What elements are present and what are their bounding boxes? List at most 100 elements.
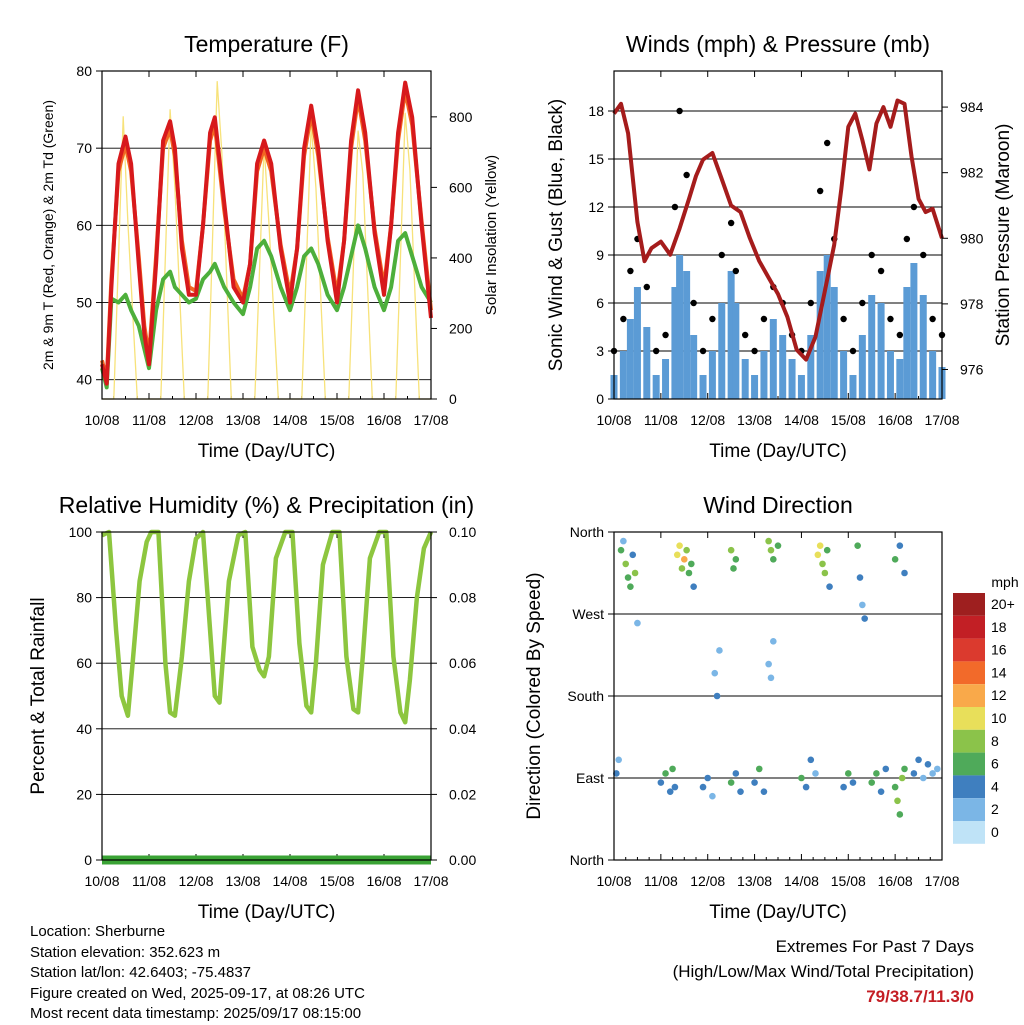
direction-point	[802, 783, 810, 791]
x-tick-label: 12/08	[178, 873, 213, 889]
colorbar-label: 20+	[991, 596, 1015, 612]
direction-point	[877, 788, 885, 795]
y-tick-label: 40	[76, 721, 92, 737]
direction-point	[666, 788, 674, 795]
y-tick-label: 50	[76, 295, 92, 311]
direction-point	[814, 551, 822, 559]
x-tick-label: 15/08	[831, 873, 866, 889]
gust-point	[849, 347, 857, 355]
direction-point	[671, 783, 679, 791]
direction-point	[690, 583, 697, 590]
direction-xticks: 10/08 11/08 12/08 13/08 14/08 15/08 16/08 17/08	[596, 532, 960, 889]
winds-title: Winds (mph) & Pressure (mb)	[626, 31, 930, 57]
direction-point	[915, 756, 922, 764]
y-tick-label: 100	[69, 524, 93, 540]
direction-point	[798, 774, 805, 782]
relative-humidity-line	[101, 529, 434, 725]
y-tick-label: 60	[76, 217, 92, 233]
direction-point	[624, 574, 632, 581]
y-tick-label: South	[567, 688, 604, 704]
y-tick-label: 6	[596, 295, 604, 311]
x-tick-label: 16/08	[366, 412, 401, 428]
latlon-text: Station lat/lon: 42.6403; -75.4837	[30, 964, 252, 981]
y-tick-label: 0	[596, 391, 604, 407]
direction-point	[891, 556, 899, 563]
x-tick-label: 14/08	[272, 873, 307, 889]
direction-point	[896, 811, 904, 818]
direction-point	[732, 770, 740, 777]
direction-point	[683, 546, 690, 554]
extremes-panel: Extremes For Past 7 Days (High/Low/Max W…	[673, 934, 974, 1009]
winds-y2label: Station Pressure (Maroon)	[993, 124, 1014, 347]
colorbar-swatch	[953, 684, 985, 707]
winds-frame	[613, 70, 943, 400]
direction-point	[617, 546, 625, 554]
gust-point	[742, 331, 749, 339]
humidity-ylabel: Percent & Total Rainfall	[28, 597, 49, 794]
y-tick-label: 40	[76, 372, 92, 388]
y2-tick-label: 0	[449, 391, 457, 407]
x-tick-label: 15/08	[319, 873, 354, 889]
x-tick-label: 14/08	[784, 412, 819, 428]
colorbar-label: 18	[991, 619, 1007, 635]
y-tick-label: 70	[76, 140, 92, 156]
direction-point	[678, 565, 686, 572]
station-info: Location: Sherburne Station elevation: 3…	[30, 922, 365, 1025]
direction-point	[709, 792, 716, 800]
winds-panel: Winds (mph) & Pressure (mb) Time (Day/UTC…	[546, 31, 1014, 462]
direction-point	[685, 569, 693, 577]
winds-series	[610, 98, 946, 399]
colorbar-label: 16	[991, 642, 1007, 658]
direction-point	[910, 770, 918, 777]
gust-point	[690, 299, 697, 307]
x-tick-label: 13/08	[225, 873, 260, 889]
temperature-xticks: 10/08 11/08 12/08 13/08 14/08 15/08 16/08 17/08	[84, 71, 449, 428]
y-tick-label: 80	[76, 63, 92, 79]
direction-point	[821, 569, 829, 577]
gust-point	[903, 235, 911, 243]
x-tick-label: 15/08	[319, 412, 354, 428]
direction-point	[755, 765, 763, 773]
humidity-title: Relative Humidity (%) & Precipitation (i…	[59, 492, 474, 518]
direction-points	[613, 537, 941, 818]
colorbar-swatch	[953, 707, 985, 730]
temperature-xlabel: Time (Day/UTC)	[198, 441, 336, 462]
direction-point	[751, 779, 758, 786]
y-tick-label: 15	[588, 151, 604, 167]
direction-point	[716, 647, 723, 654]
gust-point	[760, 315, 768, 323]
extremes-subtitle: (High/Low/Max Wind/Total Precipitation)	[672, 962, 974, 981]
x-tick-label: 14/08	[272, 412, 307, 428]
direction-point	[727, 546, 735, 554]
x-tick-label: 16/08	[878, 873, 913, 889]
gust-point	[751, 347, 758, 355]
colorbar-label: 0	[991, 824, 999, 840]
direction-point	[613, 770, 620, 777]
gust-point	[807, 299, 814, 307]
direction-point	[680, 556, 688, 563]
y2-tick-label: 976	[960, 361, 984, 377]
direction-xlabel: Time (Day/UTC)	[709, 902, 847, 923]
x-tick-label: 11/08	[644, 412, 678, 428]
direction-point	[934, 765, 941, 773]
x-tick-label: 14/08	[784, 873, 819, 889]
speed-colorbar: mph 20+ 18 16 14 12 10 8 6 4 2 0	[953, 574, 1019, 844]
direction-point	[819, 560, 826, 568]
direction-point	[662, 770, 669, 777]
created-text: Figure created on Wed, 2025-09-17, at 08…	[30, 984, 365, 1002]
gust-point	[709, 315, 716, 323]
direction-point	[676, 542, 683, 549]
direction-point	[856, 574, 864, 581]
colorbar-swatch	[953, 729, 985, 753]
colorbar-label: 6	[991, 756, 999, 772]
temperature-ylabel: 2m & 9m T (Red, Orange) & 2m Td (Green)	[40, 100, 56, 370]
y2-tick-label: 984	[960, 99, 984, 115]
direction-title: Wind Direction	[703, 492, 853, 518]
direction-point	[688, 560, 695, 568]
direction-point	[770, 556, 777, 563]
direction-point	[823, 546, 831, 554]
direction-point	[657, 779, 665, 786]
direction-point	[713, 692, 721, 700]
direction-point	[859, 601, 866, 609]
